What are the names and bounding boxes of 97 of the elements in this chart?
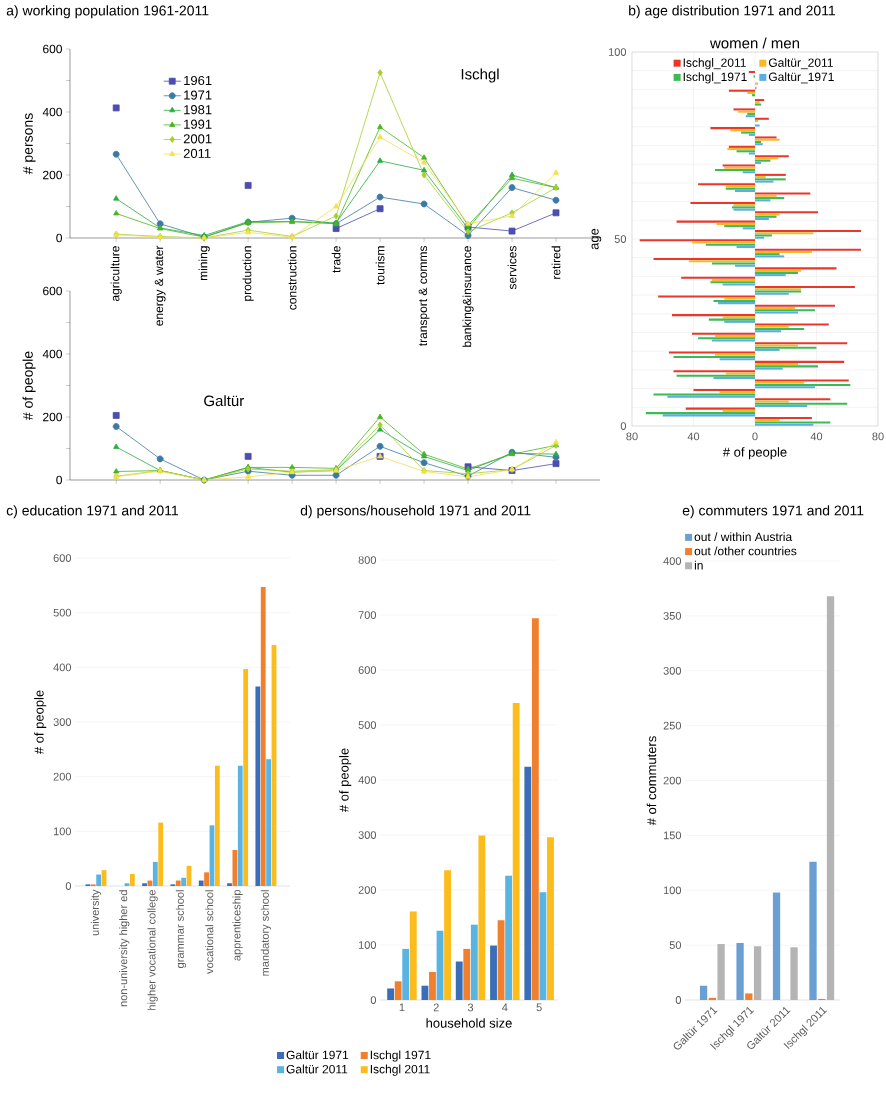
x-tick-label: 4 bbox=[502, 1003, 508, 1012]
legend-label: out /other countries bbox=[694, 546, 797, 556]
x-tick-label: non-university higher ed bbox=[119, 890, 130, 1007]
y-tick-label: 350 bbox=[663, 612, 682, 620]
y-tick-label: 50 bbox=[614, 235, 627, 243]
y-tick-label: 400 bbox=[663, 557, 682, 565]
x-axis-title: household size bbox=[426, 1018, 512, 1028]
x-tick-label: production bbox=[242, 246, 254, 301]
x-tick-label: 1 bbox=[399, 1003, 405, 1012]
y-tick-label: 50 bbox=[669, 941, 682, 950]
y-axis-title: # persons bbox=[23, 113, 36, 175]
y-tick-label: 200 bbox=[358, 886, 377, 894]
legend-label: 2011 bbox=[183, 148, 211, 158]
legend-label: Galtür_2011 bbox=[768, 58, 833, 70]
legend-label: Ischgl 2011 bbox=[370, 1064, 430, 1076]
y-tick-label: 200 bbox=[43, 170, 62, 180]
legend-label: Ischgl_2011 bbox=[683, 58, 746, 70]
x-tick-label: banking&insurance bbox=[462, 246, 474, 347]
x-tick-label: 40 bbox=[810, 432, 823, 441]
y-tick-label: 100 bbox=[663, 886, 682, 895]
x-tick-label: tourism bbox=[375, 246, 385, 285]
legend-label: Ischgl_1971 bbox=[683, 72, 747, 84]
y-tick-label: 100 bbox=[358, 941, 377, 949]
legend-label: 1961 bbox=[184, 75, 212, 86]
y-tick-label: 0 bbox=[56, 233, 62, 243]
x-tick-label: transport & comms bbox=[418, 245, 430, 347]
annotation: Ischgl bbox=[461, 68, 499, 83]
y-tick-label: 500 bbox=[358, 721, 377, 729]
y-tick-label: 200 bbox=[43, 412, 62, 422]
y-tick-label: 300 bbox=[663, 666, 682, 675]
legend-label: 1971 bbox=[184, 90, 212, 100]
y-tick-label: 600 bbox=[53, 554, 72, 562]
y-tick-label: 100 bbox=[608, 48, 627, 56]
x-tick-label: mandatory school bbox=[260, 890, 272, 976]
y-tick-label: 400 bbox=[42, 107, 62, 117]
y-tick-label: 100 bbox=[53, 827, 72, 836]
x-tick-label: 5 bbox=[536, 1003, 542, 1012]
x-tick-label: 2 bbox=[433, 1003, 439, 1012]
legend-label: Galtür 1971 bbox=[286, 1050, 349, 1060]
x-tick-label: vocational school bbox=[205, 890, 214, 974]
x-tick-label: 80 bbox=[626, 432, 638, 441]
legend-label: 1991 bbox=[184, 119, 212, 129]
x-tick-label: services bbox=[507, 245, 517, 290]
chart-subtitle: women / men bbox=[709, 37, 800, 49]
x-tick-label: apprenticeship bbox=[232, 890, 243, 961]
x-tick-label: construction bbox=[287, 246, 297, 310]
y-tick-label: 0 bbox=[675, 996, 682, 1004]
y-tick-label: 500 bbox=[53, 608, 72, 617]
legend-label: Galtür 2011 bbox=[286, 1064, 348, 1074]
y-tick-label: 150 bbox=[663, 831, 682, 840]
y-tick-label: 400 bbox=[53, 663, 72, 672]
legend-label: out / within Austria bbox=[694, 532, 793, 542]
y-axis-title: # of people bbox=[34, 690, 47, 755]
y-tick-label: 300 bbox=[358, 831, 377, 839]
legend-label: 2001 bbox=[183, 134, 212, 144]
y-tick-label: 0 bbox=[620, 422, 627, 430]
x-tick-label: 80 bbox=[872, 432, 884, 441]
x-tick-label: grammar school bbox=[175, 890, 187, 968]
x-tick-label: mining bbox=[198, 246, 210, 281]
x-tick-label: energy & water bbox=[154, 245, 166, 326]
y-tick-label: 600 bbox=[43, 44, 62, 54]
x-axis-title: # of people bbox=[722, 447, 787, 460]
y-axis-title: age bbox=[591, 228, 602, 250]
y-axis-title: # of people bbox=[22, 351, 36, 421]
x-tick-label: 3 bbox=[467, 1003, 474, 1012]
x-tick-label: 0 bbox=[752, 432, 758, 441]
chart-title: c) education 1971 and 2011 bbox=[6, 505, 179, 519]
y-tick-label: 0 bbox=[65, 882, 72, 890]
x-tick-label: university bbox=[90, 889, 102, 936]
chart-title: a) working population 1961-2011 bbox=[6, 5, 209, 19]
x-tick-label: agriculture bbox=[110, 246, 122, 302]
y-tick-label: 400 bbox=[358, 776, 377, 784]
chart-title: e) commuters 1971 and 2011 bbox=[682, 505, 864, 519]
x-tick-label: 40 bbox=[687, 432, 700, 441]
legend-label: Ischgl 1971 bbox=[370, 1050, 431, 1062]
y-tick-label: 0 bbox=[56, 475, 62, 485]
y-tick-label: 800 bbox=[358, 556, 377, 564]
legend-label: in bbox=[694, 560, 703, 570]
annotation: Galtür bbox=[204, 395, 244, 407]
y-tick-label: 700 bbox=[358, 611, 377, 619]
y-tick-label: 600 bbox=[358, 666, 377, 674]
chart-title: b) age distribution 1971 and 2011 bbox=[629, 5, 836, 19]
x-tick-label: higher vocational college bbox=[147, 890, 158, 1010]
y-axis-title: # of people bbox=[339, 748, 352, 813]
y-tick-label: 250 bbox=[663, 721, 682, 730]
legend-label: 1981 bbox=[184, 105, 212, 115]
y-tick-label: 0 bbox=[370, 996, 377, 1004]
x-tick-label: trade bbox=[331, 246, 341, 273]
y-tick-label: 200 bbox=[53, 772, 72, 781]
y-tick-label: 300 bbox=[53, 718, 72, 726]
chart-title: d) persons/household 1971 and 2011 bbox=[300, 505, 531, 519]
y-axis-title: # of commuters bbox=[646, 736, 657, 826]
legend-label: Galtür_1971 bbox=[768, 72, 834, 84]
y-tick-label: 400 bbox=[42, 349, 62, 359]
x-tick-label: retired bbox=[551, 246, 561, 279]
y-tick-label: 200 bbox=[663, 776, 682, 785]
y-tick-label: 600 bbox=[43, 286, 62, 296]
